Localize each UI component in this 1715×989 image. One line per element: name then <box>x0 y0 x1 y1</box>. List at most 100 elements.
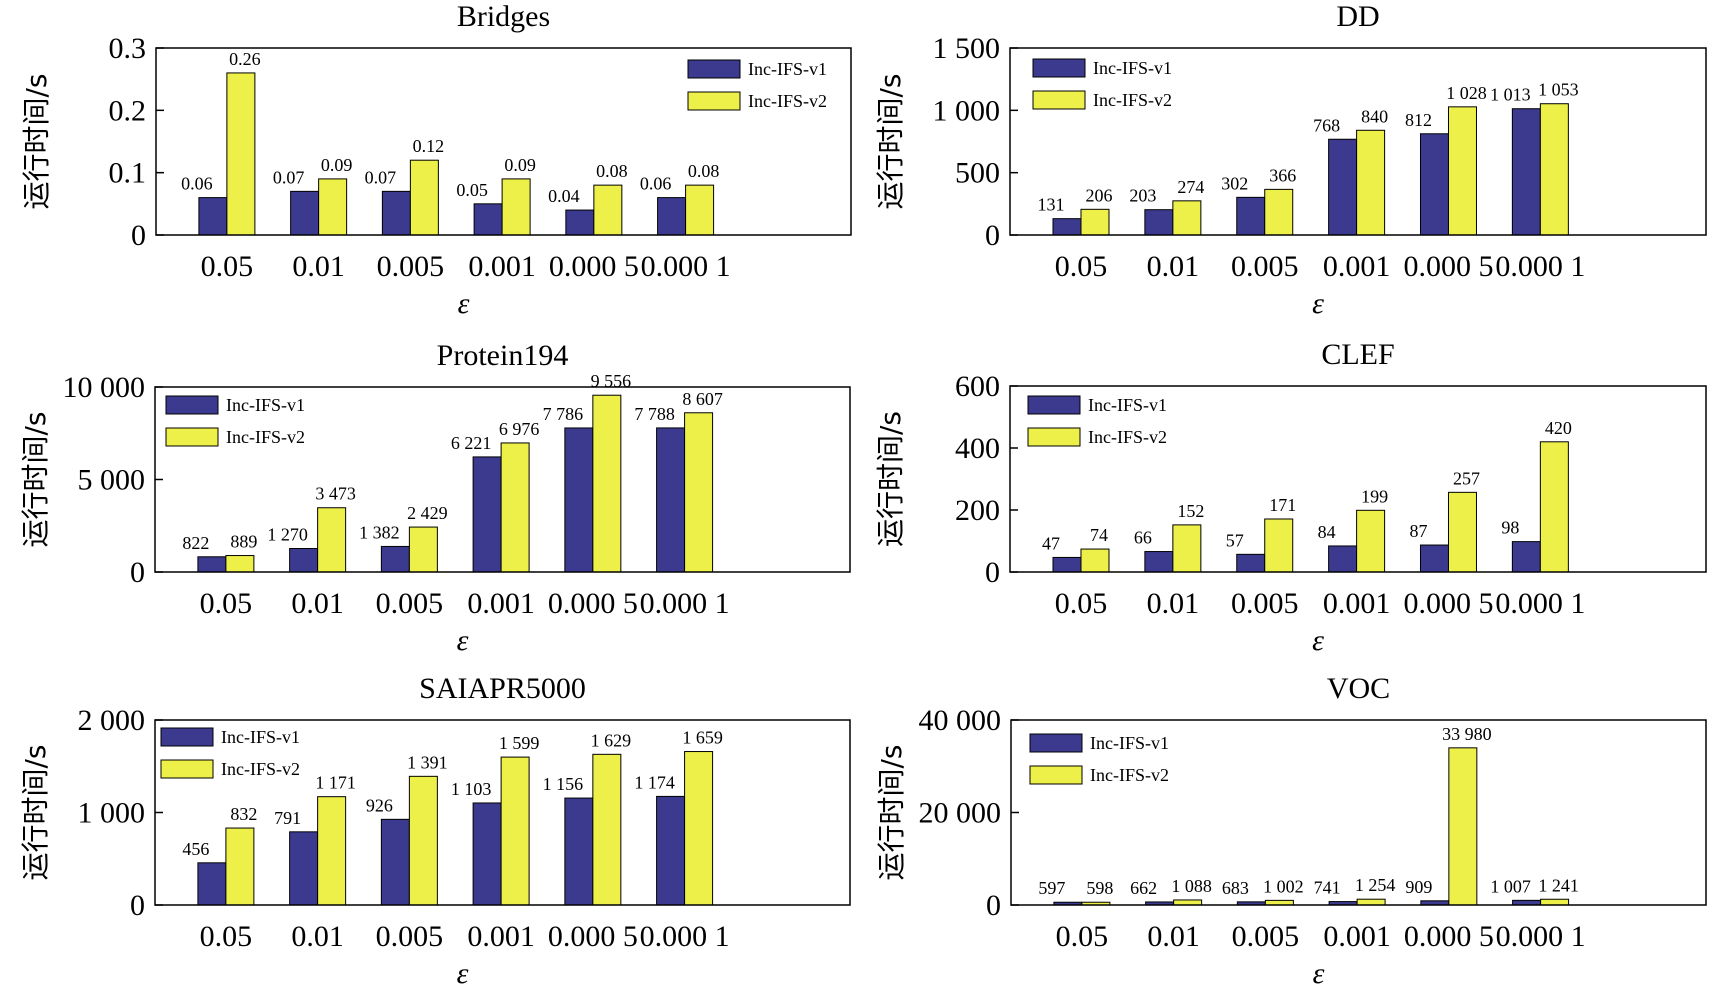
x-tick-label: 0.05 <box>1055 587 1108 620</box>
chart-panel-clef: CLEF 运行时间/s 0 200 400 600 47 74 0.05 66 152 0.01 57 1… <box>874 338 1707 657</box>
bar-inc-ifs-v2 <box>225 555 255 573</box>
data-label-v2: 1 028 <box>1446 83 1487 103</box>
bar-inc-ifs-v1 <box>289 548 319 573</box>
data-label-v1: 0.07 <box>273 167 305 187</box>
bar-inc-ifs-v2 <box>317 796 347 906</box>
bar-inc-ifs-v1 <box>1236 553 1266 573</box>
bar-inc-ifs-v2 <box>1080 208 1110 236</box>
legend-label: Inc-IFS-v1 <box>221 727 300 747</box>
bar-inc-ifs-v1 <box>1052 556 1082 573</box>
data-label-v1: 98 <box>1501 518 1519 538</box>
legend-label: Inc-IFS-v2 <box>1093 90 1172 110</box>
bar-inc-ifs-v1 <box>472 456 502 573</box>
bar-inc-ifs-v1 <box>473 203 503 236</box>
legend-swatch <box>160 759 214 779</box>
data-label-v2: 598 <box>1086 878 1113 898</box>
legend-swatch <box>165 427 219 447</box>
data-label-v1: 6 221 <box>451 433 492 453</box>
bar-inc-ifs-v2 <box>685 184 715 236</box>
bar-inc-ifs-v1 <box>289 831 319 906</box>
x-tick-label: 0.001 <box>1323 920 1391 953</box>
data-label-v2: 274 <box>1177 177 1204 197</box>
bar-inc-ifs-v2 <box>1264 518 1294 573</box>
chart-panel-saiapr5000: SAIAPR5000 运行时间/s 0 1 000 2 000 456 832 0.05 791… <box>19 672 851 989</box>
y-tick-label: 0.2 <box>109 94 147 127</box>
x-tick-label: 0.000 5 <box>1403 250 1493 283</box>
bar-inc-ifs-v2 <box>592 394 622 573</box>
data-label-v2: 0.08 <box>596 161 628 181</box>
x-tick-label: 0.000 5 <box>1404 920 1494 953</box>
y-tick-label: 1 000 <box>78 797 146 830</box>
data-label-v2: 832 <box>230 804 257 824</box>
bar-inc-ifs-v2 <box>592 753 622 906</box>
x-tick-label: 0.000 1 <box>1495 250 1585 283</box>
data-label-v1: 791 <box>274 808 301 828</box>
chart-title: Bridges <box>457 0 550 33</box>
legend-swatch <box>1032 90 1086 110</box>
plot-frame <box>155 47 852 236</box>
legend-label: Inc-IFS-v2 <box>748 91 827 111</box>
data-label-v2: 420 <box>1545 418 1572 438</box>
y-tick-label: 0 <box>130 889 145 922</box>
x-tick-label: 0.001 <box>467 587 535 620</box>
x-tick-label: 0.01 <box>1147 920 1200 953</box>
x-tick-label: 0.000 1 <box>640 920 730 953</box>
y-tick-label: 20 000 <box>919 797 1002 830</box>
data-label-v2: 1 599 <box>499 733 540 753</box>
chart-title: DD <box>1336 0 1379 33</box>
y-tick-label: 0 <box>986 889 1001 922</box>
y-axis-label: 运行时间/s <box>19 411 52 547</box>
y-tick-label: 600 <box>955 370 1000 403</box>
y-tick-label: 1 500 <box>933 32 1001 65</box>
x-tick-label: 0.005 <box>1231 250 1299 283</box>
legend-swatch <box>1027 395 1081 415</box>
bar-inc-ifs-v2 <box>1173 899 1203 906</box>
bar-inc-ifs-v1 <box>657 197 687 236</box>
x-axis-label: ε <box>458 287 470 320</box>
data-label-v2: 1 391 <box>407 752 448 772</box>
bar-inc-ifs-v1 <box>564 427 594 573</box>
bar-inc-ifs-v2 <box>684 412 714 573</box>
x-tick-label: 0.005 <box>376 920 444 953</box>
data-label-v2: 206 <box>1085 185 1112 205</box>
data-label-v2: 366 <box>1269 165 1296 185</box>
x-tick-label: 0.001 <box>468 250 536 283</box>
bar-inc-ifs-v2 <box>1356 898 1386 906</box>
data-label-v1: 302 <box>1221 173 1248 193</box>
legend-swatch <box>687 91 741 111</box>
plot-frame <box>154 719 851 906</box>
data-label-v1: 47 <box>1042 533 1060 553</box>
chart-panel-dd: DD 运行时间/s 0 500 1 000 1 500 131 206 0.05 203 274 0.… <box>874 0 1707 320</box>
bar-inc-ifs-v2 <box>593 184 623 236</box>
data-label-v1: 57 <box>1226 530 1244 550</box>
x-axis-label: ε <box>1312 287 1324 320</box>
bar-inc-ifs-v2 <box>1264 188 1294 236</box>
bar-inc-ifs-v2 <box>501 178 531 236</box>
chart-title: SAIAPR5000 <box>419 672 586 705</box>
bar-inc-ifs-v1 <box>380 545 410 573</box>
y-tick-label: 0 <box>130 556 145 589</box>
x-tick-label: 0.05 <box>1056 920 1109 953</box>
x-tick-label: 0.001 <box>1323 250 1391 283</box>
y-tick-label: 0.1 <box>109 157 147 190</box>
bar-inc-ifs-v2 <box>1539 103 1569 236</box>
x-tick-label: 0.05 <box>200 587 253 620</box>
data-label-v1: 203 <box>1129 186 1156 206</box>
bar-inc-ifs-v1 <box>656 427 686 573</box>
data-label-v2: 889 <box>230 532 257 552</box>
x-tick-label: 0.01 <box>1147 587 1200 620</box>
bar-inc-ifs-v2 <box>500 756 530 906</box>
data-label-v2: 1 171 <box>315 773 356 793</box>
data-label-v2: 0.26 <box>229 49 261 69</box>
bar-inc-ifs-v2 <box>1447 491 1477 573</box>
x-tick-label: 0.005 <box>376 587 444 620</box>
x-tick-label: 0.001 <box>467 920 535 953</box>
data-label-v2: 74 <box>1090 525 1108 545</box>
legend: Inc-IFS-v1 Inc-IFS-v2 <box>165 395 305 447</box>
data-label-v1: 0.04 <box>548 186 580 206</box>
bar-inc-ifs-v2 <box>1447 106 1477 236</box>
data-label-v2: 1 254 <box>1355 875 1396 895</box>
data-label-v1: 0.05 <box>456 180 488 200</box>
data-label-v1: 131 <box>1037 195 1064 215</box>
